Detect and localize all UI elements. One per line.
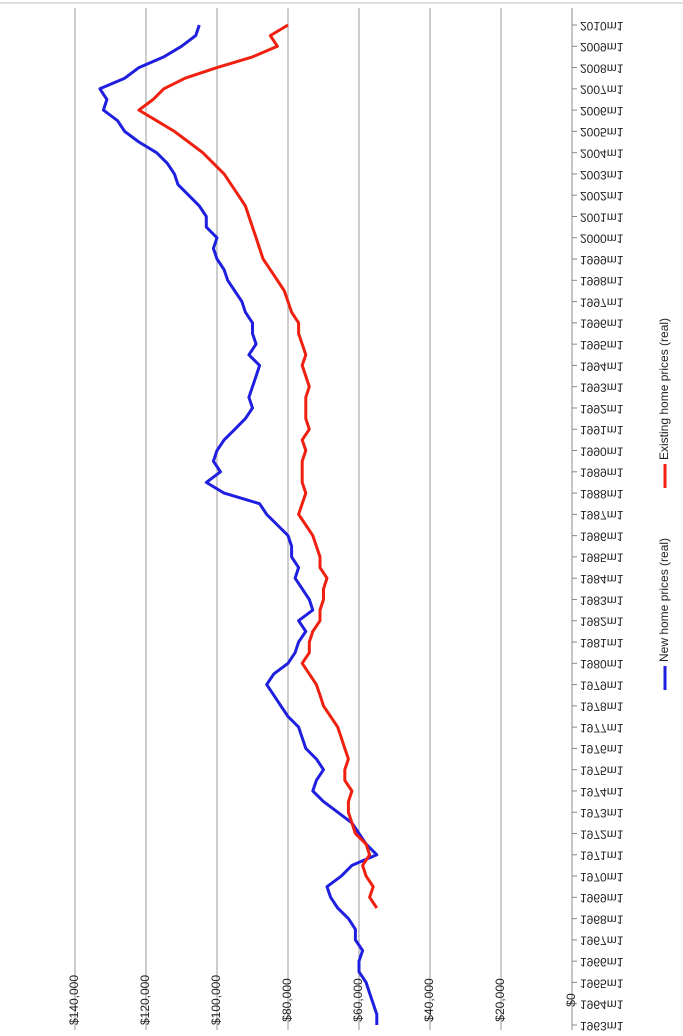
x-tick-label: 1964m1 — [580, 998, 624, 1012]
x-tick-label: 1997m1 — [580, 295, 624, 309]
x-tick-label: 1999m1 — [580, 253, 624, 267]
x-tick-label: 1977m1 — [580, 721, 624, 735]
x-tick-label: 1970m1 — [580, 870, 624, 884]
y-tick-label: $120,000 — [138, 975, 152, 1025]
x-tick-label: 1974m1 — [580, 785, 624, 799]
x-tick-label: 1973m1 — [580, 806, 624, 820]
x-tick-label: 1965m1 — [580, 976, 624, 990]
x-tick-label: 1972m1 — [580, 827, 624, 841]
x-tick-label: 1986m1 — [580, 529, 624, 543]
x-tick-label: 1994m1 — [580, 359, 624, 373]
x-tick-label: 1991m1 — [580, 423, 624, 437]
y-tick-label: $140,000 — [67, 975, 81, 1025]
y-tick-label: $40,000 — [422, 978, 436, 1022]
x-tick-label: 1966m1 — [580, 955, 624, 969]
x-tick-label: 1982m1 — [580, 615, 624, 629]
x-tick-label: 2009m1 — [580, 40, 624, 54]
x-tick-label: 1981m1 — [580, 636, 624, 650]
x-tick-label: 1976m1 — [580, 742, 624, 756]
x-tick-label: 1983m1 — [580, 593, 624, 607]
x-tick-label: 2010m1 — [580, 19, 624, 33]
y-tick-label: $20,000 — [493, 978, 507, 1022]
x-tick-label: 2007m1 — [580, 83, 624, 97]
x-tick-label: 1985m1 — [580, 551, 624, 565]
x-tick-label: 1969m1 — [580, 891, 624, 905]
legend-label: New home prices (real) — [657, 538, 671, 662]
x-tick-label: 1984m1 — [580, 572, 624, 586]
x-tick-label: 1978m1 — [580, 700, 624, 714]
x-tick-label: 1980m1 — [580, 657, 624, 671]
x-tick-label: 1995m1 — [580, 338, 624, 352]
x-tick-label: 2008m1 — [580, 61, 624, 75]
y-tick-label: $80,000 — [280, 978, 294, 1022]
y-tick-label: $0 — [564, 993, 578, 1007]
x-tick-label: 1996m1 — [580, 317, 624, 331]
x-tick-label: 1967m1 — [580, 934, 624, 948]
x-tick-label: 2002m1 — [580, 189, 624, 203]
x-tick-label: 2004m1 — [580, 146, 624, 160]
x-tick-label: 2000m1 — [580, 232, 624, 246]
x-tick-label: 1988m1 — [580, 487, 624, 501]
x-tick-label: 1989m1 — [580, 466, 624, 480]
x-tick-label: 1971m1 — [580, 849, 624, 863]
y-tick-label: $60,000 — [351, 978, 365, 1022]
x-tick-label: 1993m1 — [580, 381, 624, 395]
x-tick-label: 1979m1 — [580, 678, 624, 692]
x-tick-label: 2001m1 — [580, 210, 624, 224]
series-line — [137, 23, 379, 909]
x-tick-label: 1998m1 — [580, 274, 624, 288]
x-tick-label: 1968m1 — [580, 912, 624, 926]
legend-label: Existing home prices (real) — [657, 318, 671, 460]
x-tick-label: 1963m1 — [580, 1019, 624, 1033]
series-line — [98, 24, 379, 1025]
x-tick-label: 2003m1 — [580, 168, 624, 182]
x-tick-label: 1987m1 — [580, 508, 624, 522]
x-tick-label: 2006m1 — [580, 104, 624, 118]
x-tick-label: 1990m1 — [580, 444, 624, 458]
x-tick-label: 1975m1 — [580, 764, 624, 778]
y-tick-label: $100,000 — [209, 975, 223, 1025]
x-tick-label: 1992m1 — [580, 402, 624, 416]
x-tick-label: 2005m1 — [580, 125, 624, 139]
